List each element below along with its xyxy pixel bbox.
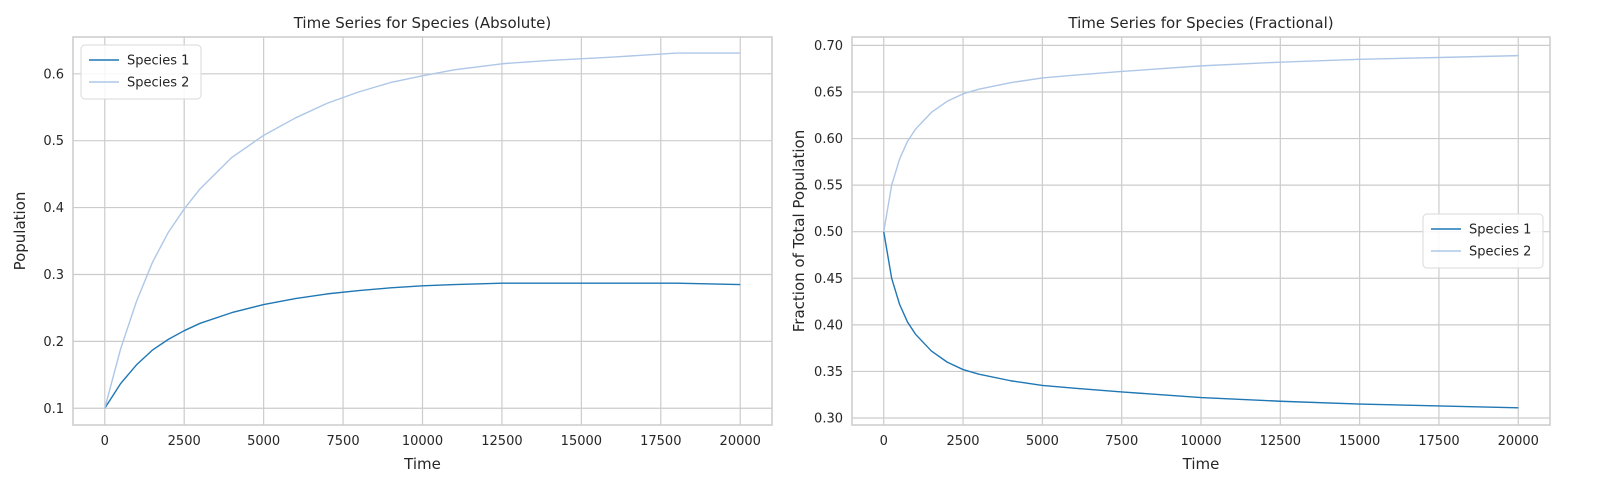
fractional-chart-legend-label-1: Species 1	[1469, 223, 1531, 238]
absolute-chart-y-axis-label: Population	[11, 192, 29, 271]
absolute-chart-x-tick-label: 0	[101, 434, 109, 449]
fractional-chart-legend-label-2: Species 2	[1469, 245, 1531, 260]
fractional-chart-plot-frame	[851, 36, 1551, 426]
fractional-chart-x-tick-label: 0	[880, 434, 888, 449]
fractional-chart-x-tick-label: 15000	[1339, 434, 1380, 449]
fractional-chart-x-tick-label: 5000	[1026, 434, 1059, 449]
absolute-chart-x-tick-label: 10000	[402, 434, 443, 449]
absolute-chart-series-1-line	[104, 282, 741, 409]
absolute-chart-series-2-line	[104, 52, 741, 409]
absolute-chart-legend-label-2: Species 2	[127, 76, 189, 91]
absolute-chart-x-tick-label: 5000	[247, 434, 280, 449]
absolute-chart-x-tick-label: 15000	[561, 434, 602, 449]
absolute-chart-legend-label-1: Species 1	[127, 54, 189, 69]
absolute-chart-plot-frame	[72, 36, 773, 426]
fractional-chart-x-tick-label: 17500	[1418, 434, 1459, 449]
fractional-chart-y-tick-label: 0.45	[814, 272, 843, 287]
fractional-chart-x-tick-label: 12500	[1260, 434, 1301, 449]
absolute-chart-y-tick-label: 0.6	[43, 67, 64, 82]
fractional-chart-series-2-line	[883, 54, 1519, 232]
absolute-chart-y-tick-label: 0.4	[43, 201, 64, 216]
absolute-chart-title: Time Series for Species (Absolute)	[293, 14, 552, 32]
absolute-chart-x-tick-label: 20000	[720, 434, 761, 449]
fractional-chart-x-tick-label: 7500	[1105, 434, 1138, 449]
fractional-chart-panel: 0 2500 5000 7500 10000 12500 15000 17500 20000 0.…	[790, 14, 1551, 473]
fractional-chart-y-tick-label: 0.60	[814, 132, 843, 147]
fractional-chart-y-tick-label: 0.50	[814, 225, 843, 240]
fractional-chart-x-tick-label: 10000	[1180, 434, 1221, 449]
absolute-chart-x-tick-label: 12500	[481, 434, 522, 449]
fractional-chart-series-1-line	[883, 231, 1519, 409]
fractional-chart-legend	[1422, 213, 1544, 269]
fractional-chart-y-tick-label: 0.70	[814, 39, 843, 54]
absolute-chart-x-tick-label: 2500	[168, 434, 201, 449]
absolute-chart-y-tick-label: 0.3	[43, 268, 64, 283]
absolute-chart-y-tick-label: 0.2	[43, 335, 64, 350]
fractional-chart-y-tick-label: 0.40	[814, 318, 843, 333]
absolute-chart-y-tick-label: 0.5	[43, 134, 64, 149]
absolute-chart-y-tick-label: 0.1	[43, 402, 64, 417]
fractional-chart-y-axis-label: Fraction of Total Population	[790, 130, 808, 332]
fractional-chart-x-axis-label: Time	[1182, 455, 1220, 473]
absolute-chart-x-axis-label: Time	[403, 455, 441, 473]
fractional-chart-y-tick-label: 0.30	[814, 412, 843, 427]
absolute-chart-legend	[80, 44, 202, 100]
absolute-chart-panel: 0 2500 5000 7500 10000 12500 15000 17500 20000 0.…	[11, 14, 773, 473]
fractional-chart-y-tick-label: 0.55	[814, 179, 843, 194]
fractional-chart-y-tick-label: 0.35	[814, 365, 843, 380]
fractional-chart-x-tick-label: 20000	[1498, 434, 1539, 449]
fractional-chart-title: Time Series for Species (Fractional)	[1067, 14, 1333, 32]
absolute-chart-x-tick-label: 17500	[640, 434, 681, 449]
fractional-chart-y-tick-label: 0.65	[814, 85, 843, 100]
fractional-chart-x-tick-label: 2500	[946, 434, 979, 449]
absolute-chart-x-tick-label: 7500	[327, 434, 360, 449]
